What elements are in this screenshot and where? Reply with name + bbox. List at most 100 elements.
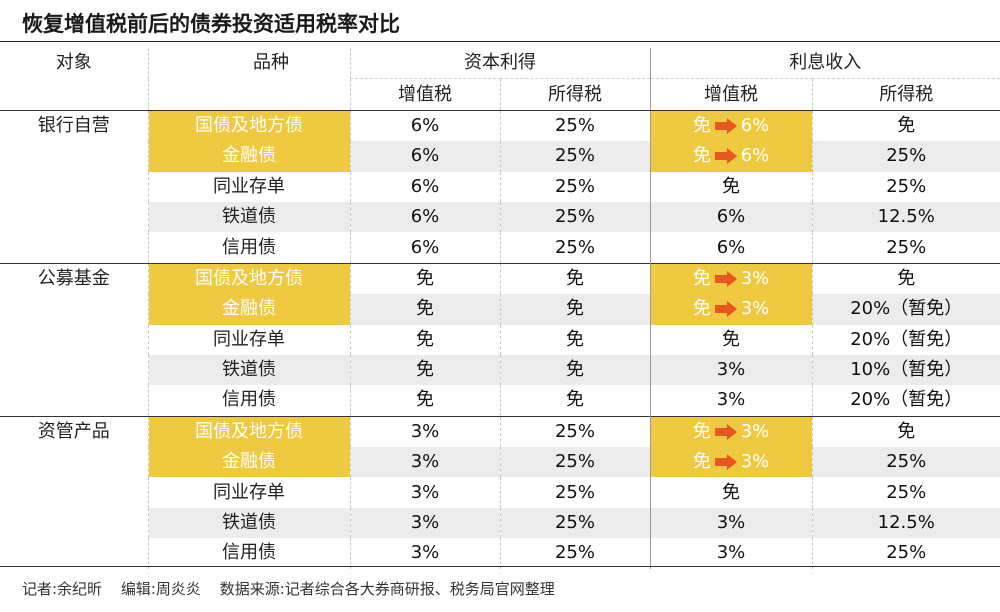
ii-income-tax-cell: 10%（暂免） (811, 354, 1000, 386)
header-cg-vat: 增值税 (349, 78, 500, 111)
cg-vat-cell: 3% (349, 507, 500, 539)
table-row: 信用债 3% 25% 3% 25% (0, 538, 1000, 569)
variety-cell: 国债及地方债 (147, 109, 350, 142)
header-capital-gains: 资本利得 (349, 48, 650, 80)
vat-change: 免 6% (693, 111, 770, 141)
ii-income-tax-cell: 25% (811, 477, 1000, 508)
footer-reporter: 记者:余纪昕 (22, 580, 103, 598)
vat-before: 免 (692, 451, 711, 473)
header-object: 对象 (55, 52, 92, 74)
cg-income-tax-cell: 25% (499, 201, 650, 233)
vat-change: 免 6% (693, 141, 770, 171)
variety-cell: 同业存单 (147, 171, 350, 202)
cg-income-tax-cell: 25% (499, 415, 650, 448)
cg-vat-cell: 免 (349, 324, 500, 355)
vat-after: 3% (740, 420, 770, 442)
vat-before: 免 (692, 145, 711, 167)
header-row-2: 增值税 所得税 增值税 所得税 (0, 78, 1000, 111)
cg-income-tax-cell: 免 (499, 294, 650, 325)
header-ii-income-tax: 所得税 (811, 78, 1000, 111)
cg-income-tax-cell: 25% (499, 507, 650, 539)
header-interest-income: 利息收入 (649, 48, 1000, 80)
arrow-right-icon (714, 270, 737, 287)
vat-change: 免 3% (693, 294, 770, 324)
cg-income-tax-cell: 25% (499, 232, 650, 264)
cg-vat-cell: 3% (349, 415, 500, 448)
table-row: 同业存单 3% 25% 免 25% (0, 477, 1000, 508)
header-row-1: 对象 品种 资本利得 利息收入 (0, 48, 1000, 80)
variety-cell: 铁道债 (147, 507, 350, 539)
object-label: 银行自营 (0, 109, 148, 264)
cg-income-tax-cell: 25% (499, 477, 650, 508)
table-row: 金融债 6% 25% 免 6% 25% (0, 141, 1000, 172)
table-row: 金融债免免免 3% 20%（暂免） (0, 294, 1000, 325)
ii-vat-cell: 免 (649, 477, 812, 508)
ii-income-tax-cell: 免 (811, 415, 1000, 448)
variety-cell: 金融债 (147, 447, 350, 478)
vat-before: 免 (692, 298, 711, 320)
ii-vat-change-cell: 免 3% (649, 294, 812, 325)
cg-income-tax-cell: 免 (499, 324, 650, 355)
ii-vat-cell: 3% (649, 507, 812, 539)
table-row: 铁道债 6% 25% 6% 12.5% (0, 201, 1000, 233)
cg-income-tax-cell: 免 (499, 354, 650, 386)
cg-vat-cell: 免 (349, 385, 500, 417)
ii-income-tax-cell: 25% (811, 232, 1000, 264)
cg-income-tax-cell: 免 (499, 385, 650, 417)
cg-income-tax-cell: 免 (499, 262, 650, 295)
title-divider (0, 41, 1000, 42)
header-blank (147, 78, 350, 111)
ii-vat-cell: 3% (649, 354, 812, 386)
cg-vat-cell: 3% (349, 447, 500, 478)
header-blank (0, 78, 148, 111)
object-label: 公募基金 (0, 262, 148, 417)
object-label: 资管产品 (0, 415, 148, 569)
variety-cell: 金融债 (147, 294, 350, 325)
cg-vat-cell: 3% (349, 538, 500, 569)
ii-income-tax-cell: 12.5% (811, 201, 1000, 233)
table-row: 资管产品 国债及地方债 3% 25% 免 3% 免 (0, 415, 1000, 569)
variety-cell: 金融债 (147, 141, 350, 172)
ii-income-tax-cell: 25% (811, 141, 1000, 172)
cg-vat-cell: 6% (349, 201, 500, 233)
arrow-right-icon (714, 148, 737, 165)
cg-income-tax-cell: 25% (499, 447, 650, 478)
vat-after: 6% (740, 114, 770, 136)
arrow-right-icon (714, 423, 737, 440)
cg-income-tax-cell: 25% (499, 171, 650, 202)
bottom-divider (0, 566, 1000, 567)
vat-change: 免 3% (693, 417, 770, 447)
ii-vat-cell: 免 (649, 171, 812, 202)
ii-income-tax-cell: 20%（暂免） (811, 294, 1000, 325)
ii-vat-change-cell: 免 6% (649, 141, 812, 172)
page-title: 恢复增值税前后的债券投资适用税率对比 (22, 12, 400, 36)
table-row: 银行自营 国债及地方债 6% 25% 免 6% 免 (0, 109, 1000, 264)
header-ii-vat: 增值税 (649, 78, 812, 111)
cg-income-tax-cell: 25% (499, 538, 650, 569)
variety-cell: 同业存单 (147, 324, 350, 355)
ii-vat-change-cell: 免 6% (649, 109, 812, 142)
ii-vat-cell: 3% (649, 385, 812, 417)
cg-vat-cell: 6% (349, 141, 500, 172)
arrow-right-icon (714, 117, 737, 134)
footer-source: 数据来源:记者综合各大券商研报、税务局官网整理 (219, 580, 555, 598)
footer: 记者:余纪昕 编辑:周炎炎 数据来源:记者综合各大券商研报、税务局官网整理 (22, 578, 569, 599)
variety-cell: 国债及地方债 (147, 415, 350, 448)
vat-before: 免 (692, 114, 711, 136)
header-cg-income-tax: 所得税 (499, 78, 650, 111)
cg-vat-cell: 免 (349, 262, 500, 295)
ii-vat-change-cell: 免 3% (649, 415, 812, 448)
table-body: 银行自营 国债及地方债 6% 25% 免 6% 免金融债 6% 25% 免 6% 25% 同业存单 6% 2… (0, 109, 1000, 569)
table-row: 铁道债 3% 25% 3% 12.5% (0, 507, 1000, 539)
ii-vat-cell: 6% (649, 232, 812, 264)
variety-cell: 铁道债 (147, 354, 350, 386)
variety-cell: 信用债 (147, 385, 350, 417)
ii-income-tax-cell: 25% (811, 538, 1000, 569)
cg-vat-cell: 3% (349, 477, 500, 508)
ii-vat-cell: 免 (649, 324, 812, 355)
variety-cell: 同业存单 (147, 477, 350, 508)
arrow-right-icon (714, 454, 737, 471)
cg-vat-cell: 6% (349, 109, 500, 142)
table-row: 公募基金 国债及地方债免免免 3% 免 (0, 262, 1000, 417)
table-row: 同业存单免免免 20%（暂免） (0, 324, 1000, 355)
